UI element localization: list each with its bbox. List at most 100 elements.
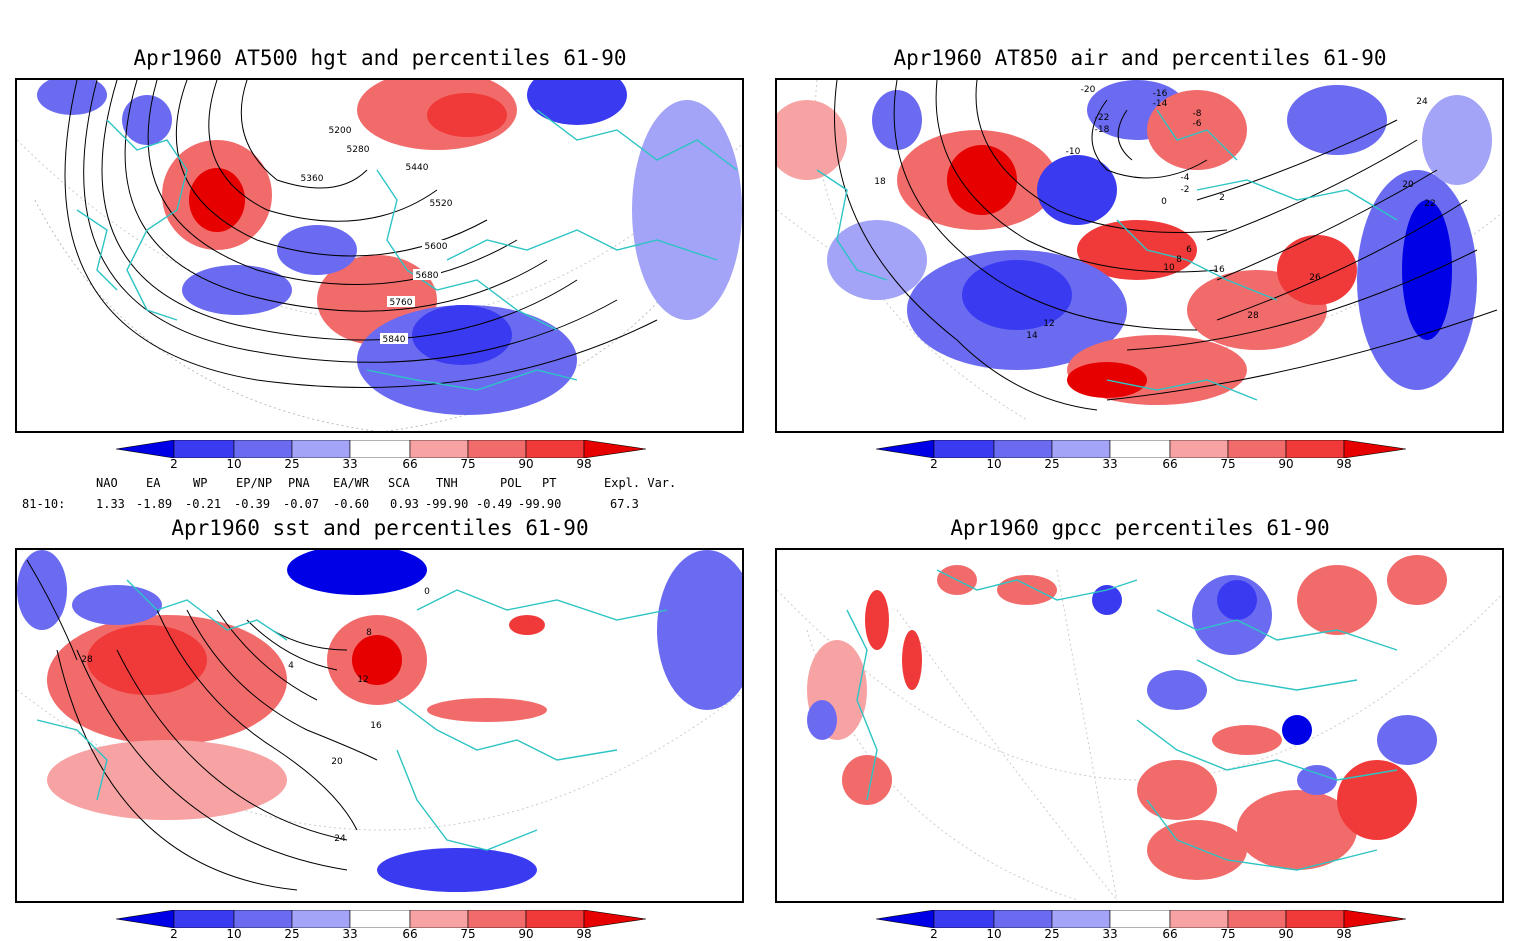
colorbar-label: 33 xyxy=(342,457,358,471)
colorbar-swatch xyxy=(1051,909,1111,929)
colorbar-label: 33 xyxy=(1102,457,1118,471)
colorbar-swatch xyxy=(1109,909,1171,929)
index-header-sca: SCA xyxy=(388,476,410,490)
panel-title-hgt: Apr1960 AT500 hgt and percentiles 61-90 xyxy=(133,46,627,70)
index-value-nao: 1.33 xyxy=(96,497,125,511)
contour-label: -8 xyxy=(1193,109,1202,119)
colorbar-swatch xyxy=(933,439,995,459)
colorbar-swatch xyxy=(1227,909,1287,929)
colorbar-swatch xyxy=(115,439,175,459)
contour-label: -10 xyxy=(1066,147,1081,157)
colorbar-label: 90 xyxy=(1278,457,1294,471)
index-row-label: 81-10: xyxy=(22,497,66,511)
index-value-wp: -0.21 xyxy=(185,497,222,511)
contour-label: 10 xyxy=(1163,263,1175,273)
index-header-ea: EA xyxy=(146,476,161,490)
colorbar-swatch xyxy=(1169,439,1229,459)
colorbar-label: 75 xyxy=(1220,457,1236,471)
colorbar-swatch xyxy=(1051,439,1111,459)
colorbar-label: 66 xyxy=(1162,457,1178,471)
contour-label: -2 xyxy=(1181,185,1190,195)
panel-title-sst: Apr1960 sst and percentiles 61-90 xyxy=(171,516,589,540)
contour-label: 5600 xyxy=(425,242,448,252)
colorbar-swatches xyxy=(875,909,1407,929)
contour-label: 14 xyxy=(1026,331,1038,341)
index-header-wp: WP xyxy=(193,476,208,490)
colorbar-swatch xyxy=(933,909,995,929)
panel-title-gpcc: Apr1960 gpcc percentiles 61-90 xyxy=(950,516,1330,540)
colorbar-label: 10 xyxy=(986,927,1002,941)
colorbar-swatch xyxy=(583,909,647,929)
contour-label: 5280 xyxy=(347,145,370,155)
colorbar-swatch xyxy=(583,439,647,459)
index-header-nao: NAO xyxy=(96,476,118,490)
colorbar-label: 75 xyxy=(460,457,476,471)
colorbar-label: 25 xyxy=(284,927,300,941)
index-value-eawr: -0.60 xyxy=(333,497,370,511)
colorbar-swatch xyxy=(349,439,411,459)
panel-title-air: Apr1960 AT850 air and percentiles 61-90 xyxy=(893,46,1387,70)
contour-label: 16 xyxy=(370,721,382,731)
contour-label: 5760 xyxy=(390,298,413,308)
colorbar-swatch xyxy=(467,439,527,459)
contour-label: 20 xyxy=(1402,180,1414,190)
contour-label: 0 xyxy=(424,587,430,597)
contour-label: -20 xyxy=(1081,85,1096,95)
index-header-explvar: Expl. Var. xyxy=(604,476,677,490)
colorbar-top-right: 2 10 25 33 66 75 90 98 xyxy=(875,439,1407,472)
colorbar-swatch xyxy=(875,909,935,929)
contour-label: -6 xyxy=(1193,119,1202,129)
colorbar-top-left: 2 10 25 33 66 75 90 98 xyxy=(115,439,647,472)
colorbar-swatch xyxy=(1285,439,1345,459)
colorbar-swatch xyxy=(1343,439,1407,459)
contour-label: -16 xyxy=(1153,89,1168,99)
contour-label: 8 xyxy=(366,628,372,638)
contour-label: 28 xyxy=(81,655,93,665)
colorbar-swatch xyxy=(1343,909,1407,929)
contour-label: -22 xyxy=(1095,113,1110,123)
map-gpcc xyxy=(775,548,1504,903)
contour-label: 20 xyxy=(331,757,343,767)
contour-label: 16 xyxy=(1213,265,1225,275)
contour-label: 12 xyxy=(1043,319,1054,329)
contour-label: -18 xyxy=(1095,125,1110,135)
colorbar-label: 10 xyxy=(986,457,1002,471)
index-value-sca: 0.93 xyxy=(390,497,419,511)
colorbar-swatch xyxy=(173,439,235,459)
colorbar-label: 2 xyxy=(930,927,938,941)
contour-label: 8 xyxy=(1176,255,1182,265)
colorbar-label: 25 xyxy=(284,457,300,471)
colorbar-swatch xyxy=(993,439,1053,459)
colorbar-swatch xyxy=(173,909,235,929)
contour-label: 0 xyxy=(1161,197,1167,207)
contour-label: -14 xyxy=(1153,99,1168,109)
map-sst: 0 4 8 12 16 20 24 28 xyxy=(15,548,744,903)
contour-label: 6 xyxy=(1186,245,1192,255)
contour-label: 5440 xyxy=(406,163,429,173)
colorbar-swatch xyxy=(409,909,469,929)
index-header-pol: POL xyxy=(500,476,522,490)
colorbar-label: 66 xyxy=(402,927,418,941)
colorbar-swatch xyxy=(233,909,293,929)
index-header-pt: PT xyxy=(542,476,557,490)
contour-label: 24 xyxy=(1416,97,1428,107)
colorbar-label: 2 xyxy=(170,927,178,941)
index-header-epnp: EP/NP xyxy=(236,476,273,490)
colorbar-swatch xyxy=(1227,439,1287,459)
contour-label: 18 xyxy=(874,177,886,187)
colorbar-swatch xyxy=(233,439,293,459)
index-value-pol: -0.49 xyxy=(476,497,513,511)
index-value-pt: -99.90 xyxy=(518,497,562,511)
colorbar-swatches xyxy=(115,909,647,929)
index-value-pna: -0.07 xyxy=(283,497,320,511)
colorbar-swatches xyxy=(115,439,647,459)
colorbar-swatch xyxy=(875,439,935,459)
colorbar-bottom-left: 2 10 25 33 66 75 90 98 xyxy=(115,909,647,941)
index-header-pna: PNA xyxy=(288,476,310,490)
colorbar-swatch xyxy=(525,439,585,459)
colorbar-swatch xyxy=(409,439,469,459)
contour-label: 5360 xyxy=(301,174,324,184)
colorbar-swatch xyxy=(115,909,175,929)
index-value-epnp: -0.39 xyxy=(234,497,271,511)
colorbar-label: 66 xyxy=(402,457,418,471)
